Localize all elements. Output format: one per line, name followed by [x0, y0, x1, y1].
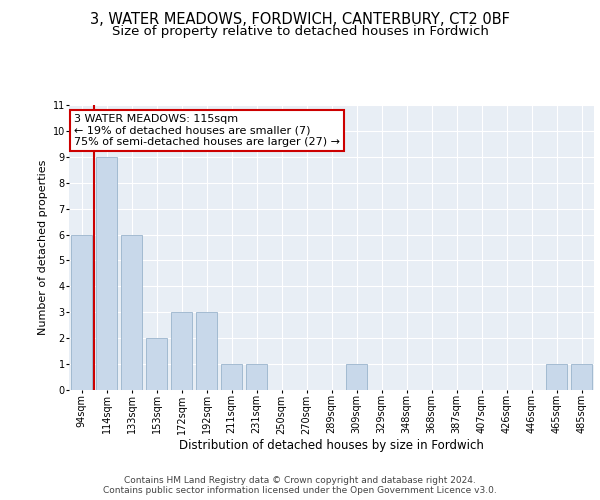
Bar — [71, 234, 92, 390]
Bar — [221, 364, 242, 390]
Bar — [121, 234, 142, 390]
Text: Size of property relative to detached houses in Fordwich: Size of property relative to detached ho… — [112, 25, 488, 38]
Bar — [146, 338, 167, 390]
Bar — [346, 364, 367, 390]
Text: 3 WATER MEADOWS: 115sqm
← 19% of detached houses are smaller (7)
75% of semi-det: 3 WATER MEADOWS: 115sqm ← 19% of detache… — [74, 114, 340, 147]
Text: 3, WATER MEADOWS, FORDWICH, CANTERBURY, CT2 0BF: 3, WATER MEADOWS, FORDWICH, CANTERBURY, … — [90, 12, 510, 28]
Bar — [196, 312, 217, 390]
Y-axis label: Number of detached properties: Number of detached properties — [38, 160, 49, 335]
Bar — [96, 157, 117, 390]
X-axis label: Distribution of detached houses by size in Fordwich: Distribution of detached houses by size … — [179, 439, 484, 452]
Bar — [571, 364, 592, 390]
Bar — [171, 312, 192, 390]
Bar — [246, 364, 267, 390]
Bar — [546, 364, 567, 390]
Text: Contains HM Land Registry data © Crown copyright and database right 2024.
Contai: Contains HM Land Registry data © Crown c… — [103, 476, 497, 495]
